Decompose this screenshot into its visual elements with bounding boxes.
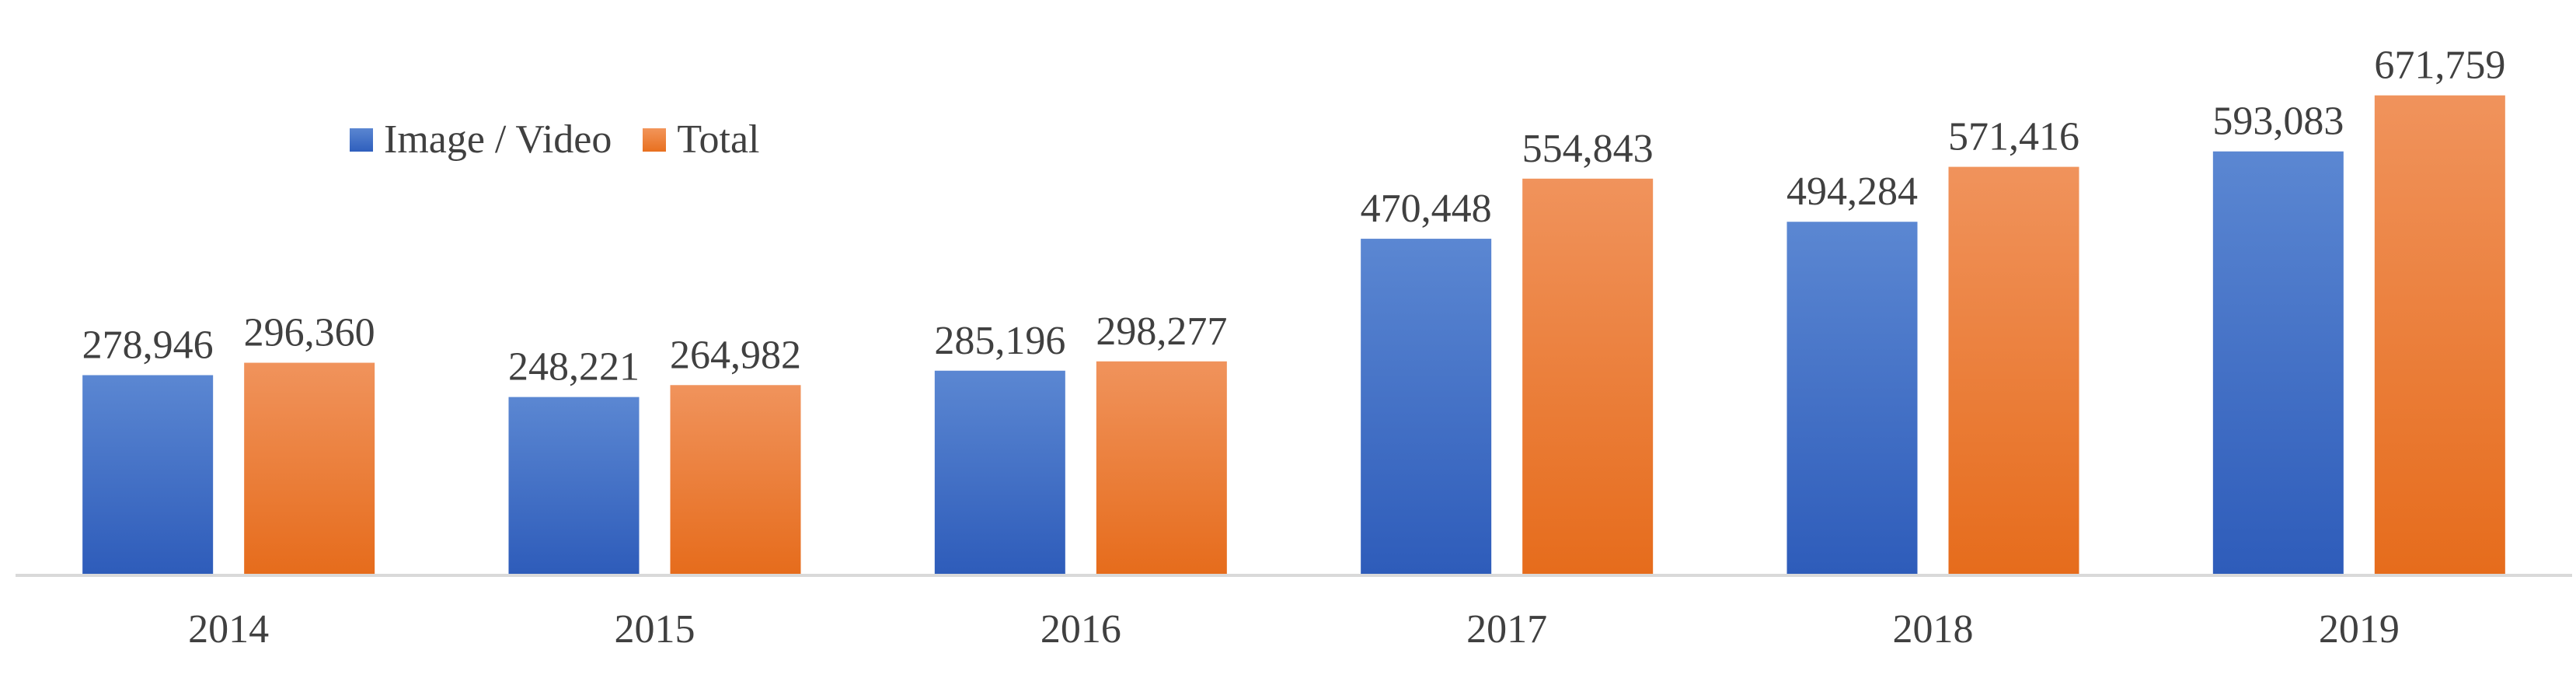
data-label-total-2015: 264,982 xyxy=(670,333,801,377)
bar-total-2015 xyxy=(670,385,801,574)
bar-image-video-2016 xyxy=(934,370,1065,574)
legend-swatch-image-video xyxy=(350,128,373,152)
x-tick-label-2018: 2018 xyxy=(1893,607,1974,652)
bar-total-2016 xyxy=(1096,361,1227,574)
x-tick-label-2017: 2017 xyxy=(1466,607,1547,652)
bar-image-video-2017 xyxy=(1361,239,1492,574)
legend-label-image-video: Image / Video xyxy=(384,117,612,162)
data-label-image-video-2015: 248,221 xyxy=(508,345,640,390)
bar-total-2018 xyxy=(1948,166,2079,574)
data-label-total-2016: 298,277 xyxy=(1096,309,1227,354)
legend-item-image-video: Image / Video xyxy=(350,117,612,163)
data-label-total-2018: 571,416 xyxy=(1948,115,2079,159)
bar-total-2019 xyxy=(2374,95,2505,574)
data-label-image-video-2016: 285,196 xyxy=(934,319,1065,363)
data-label-image-video-2018: 494,284 xyxy=(1786,170,1918,214)
data-label-image-video-2014: 278,946 xyxy=(82,323,214,367)
bar-total-2014 xyxy=(244,362,375,574)
data-label-total-2014: 296,360 xyxy=(244,311,375,355)
legend-swatch-total xyxy=(643,128,667,152)
legend-item-total: Total xyxy=(643,117,760,163)
bar-image-video-2018 xyxy=(1786,222,1918,574)
bar-image-video-2014 xyxy=(82,375,214,574)
data-label-image-video-2019: 593,083 xyxy=(2212,100,2344,144)
legend: Image / Video Total xyxy=(350,117,760,163)
data-label-total-2017: 554,843 xyxy=(1522,127,1654,171)
data-label-total-2019: 671,759 xyxy=(2374,44,2505,88)
x-tick-label-2014: 2014 xyxy=(188,607,269,652)
legend-label-total: Total xyxy=(677,117,760,162)
x-tick-label-2016: 2016 xyxy=(1041,607,1121,652)
data-label-image-video-2017: 470,448 xyxy=(1361,187,1492,231)
bar-image-video-2015 xyxy=(508,397,640,574)
x-tick-label-2019: 2019 xyxy=(2319,607,2400,652)
bar-total-2017 xyxy=(1522,178,1654,575)
x-tick-label-2015: 2015 xyxy=(615,607,695,652)
bar-image-video-2019 xyxy=(2212,151,2344,575)
